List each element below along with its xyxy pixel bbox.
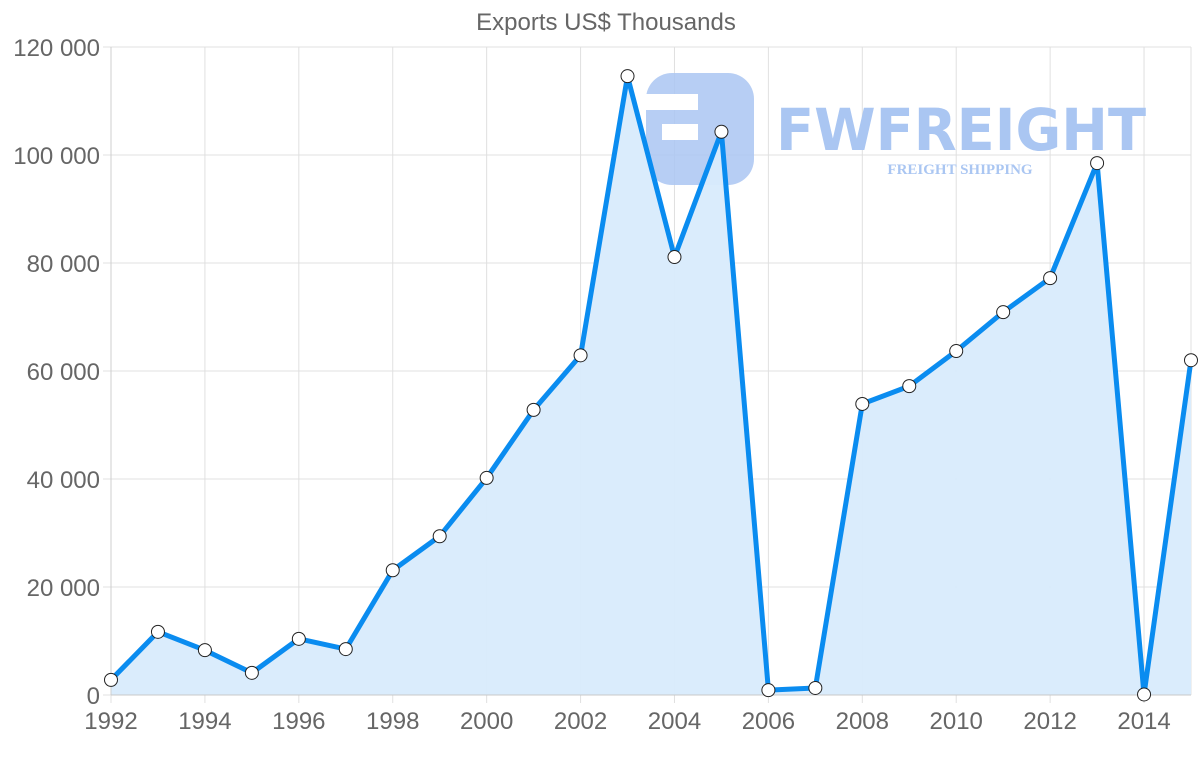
y-tick-label: 120 000 xyxy=(13,35,100,62)
y-tick-label: 60 000 xyxy=(27,359,100,386)
axes xyxy=(110,47,1191,696)
data-point-1996[interactable] xyxy=(291,631,306,646)
data-point-2013[interactable] xyxy=(1090,156,1105,171)
data-point-2003[interactable] xyxy=(620,69,635,84)
x-tick-label: 2014 xyxy=(1117,708,1170,735)
data-point-1999[interactable] xyxy=(432,529,447,544)
data-point-1998[interactable] xyxy=(385,563,400,578)
x-tick-label: 2012 xyxy=(1023,708,1076,735)
x-tick-label: 1998 xyxy=(366,708,419,735)
data-point-2006[interactable] xyxy=(761,683,776,698)
data-point-2008[interactable] xyxy=(855,396,870,411)
data-point-2001[interactable] xyxy=(526,402,541,417)
data-point-1994[interactable] xyxy=(197,643,212,658)
data-point-2012[interactable] xyxy=(1043,271,1058,286)
x-axis-ticks: 1992 1994 1996 1998 2000 2002 2004 2006 2008 2010… xyxy=(84,708,1170,735)
x-tick-label: 2008 xyxy=(836,708,889,735)
chart-title: Exports US$ Thousands xyxy=(476,9,736,36)
data-point-2015[interactable] xyxy=(1184,353,1198,368)
data-point-1995[interactable] xyxy=(244,665,259,680)
data-point-2014[interactable] xyxy=(1137,687,1152,702)
area-fill xyxy=(111,76,1191,695)
watermark-logo: FWFREIGHT FREIGHT SHIPPING xyxy=(646,73,1146,185)
data-point-2010[interactable] xyxy=(949,344,964,359)
y-axis-ticks: 0 20 000 40 000 60 000 80 000 100 000 120 000 xyxy=(13,35,100,710)
x-tick-label: 2000 xyxy=(460,708,513,735)
x-tick-label: 2006 xyxy=(742,708,795,735)
y-tick-label: 0 xyxy=(87,683,100,710)
y-tick-label: 80 000 xyxy=(27,251,100,278)
y-tick-label: 20 000 xyxy=(27,575,100,602)
y-tick-label: 40 000 xyxy=(27,467,100,494)
series-line xyxy=(109,73,1194,697)
x-tick-label: 1992 xyxy=(84,708,137,735)
data-point-2007[interactable] xyxy=(808,680,823,695)
data-point-2000[interactable] xyxy=(479,470,494,485)
x-tick-label: 1994 xyxy=(178,708,231,735)
data-point-2002[interactable] xyxy=(573,348,588,363)
data-point-2011[interactable] xyxy=(996,305,1011,320)
x-tick-label: 2010 xyxy=(930,708,983,735)
data-points xyxy=(104,69,1198,702)
x-tick-label: 1996 xyxy=(272,708,325,735)
watermark-brand: FWFREIGHT xyxy=(776,96,1146,164)
data-point-2005[interactable] xyxy=(714,124,729,139)
y-tick-label: 100 000 xyxy=(13,143,100,170)
data-point-2009[interactable] xyxy=(902,379,917,394)
data-point-2004[interactable] xyxy=(667,250,682,265)
data-point-1993[interactable] xyxy=(150,624,165,639)
x-tick-label: 2004 xyxy=(648,708,701,735)
x-tick-label: 2002 xyxy=(554,708,607,735)
data-point-1992[interactable] xyxy=(104,672,118,687)
data-point-1997[interactable] xyxy=(338,642,353,657)
watermark-tagline: FREIGHT SHIPPING xyxy=(887,162,1032,178)
fw-logo-icon xyxy=(646,73,754,185)
